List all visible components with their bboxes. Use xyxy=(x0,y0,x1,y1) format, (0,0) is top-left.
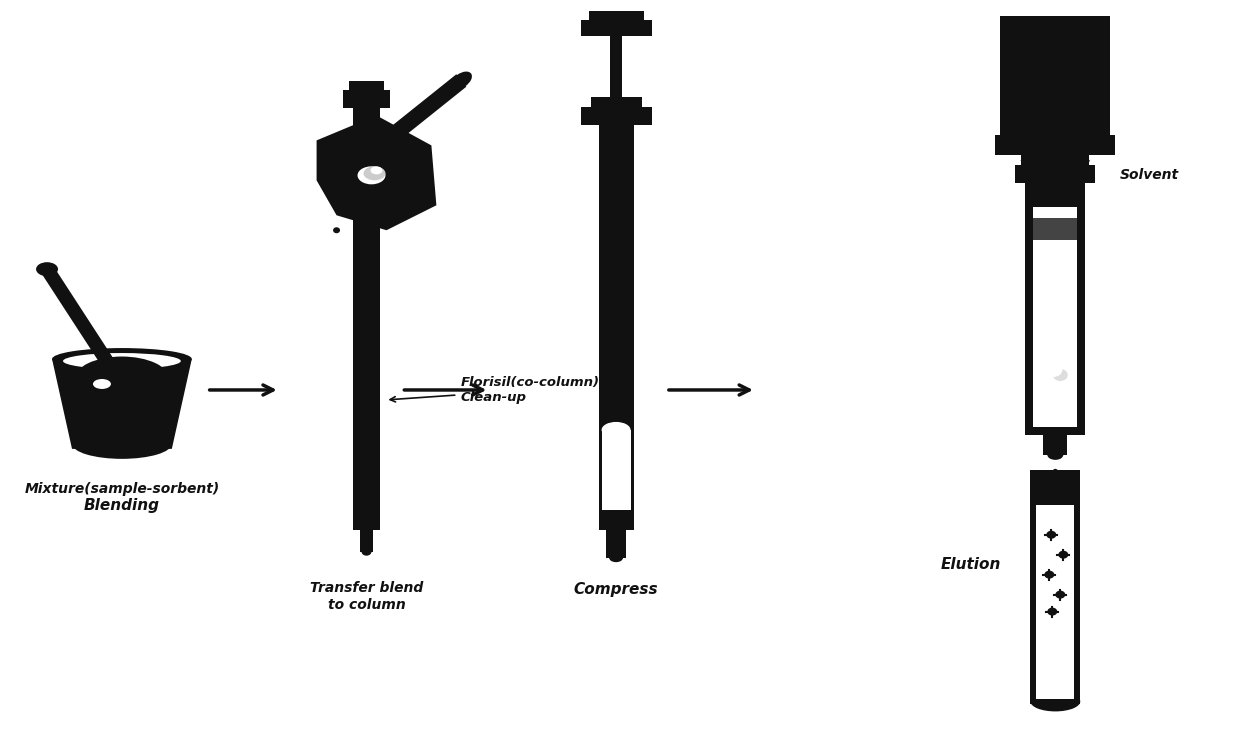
Polygon shape xyxy=(41,265,118,373)
Ellipse shape xyxy=(609,554,622,562)
Bar xyxy=(1030,470,1080,704)
Text: Mixture(sample-sorbent): Mixture(sample-sorbent) xyxy=(25,482,219,496)
Polygon shape xyxy=(1021,160,1090,190)
Ellipse shape xyxy=(604,469,618,481)
Bar xyxy=(996,136,1115,155)
Ellipse shape xyxy=(1055,591,1065,598)
Text: Compress: Compress xyxy=(574,582,658,597)
Ellipse shape xyxy=(104,364,120,374)
Bar xyxy=(1037,505,1074,700)
Ellipse shape xyxy=(363,166,386,181)
Bar xyxy=(1001,16,1110,140)
Text: Elution: Elution xyxy=(940,557,1001,572)
Bar xyxy=(610,33,622,97)
Text: to column: to column xyxy=(327,598,405,612)
Text: Solvent: Solvent xyxy=(1120,169,1179,182)
Bar xyxy=(1033,218,1078,240)
Ellipse shape xyxy=(1044,571,1054,579)
Bar xyxy=(582,19,652,36)
Ellipse shape xyxy=(74,357,170,401)
Bar xyxy=(352,100,381,530)
Bar xyxy=(1043,433,1068,455)
Ellipse shape xyxy=(348,212,355,218)
Ellipse shape xyxy=(1048,607,1058,616)
Text: Blending: Blending xyxy=(84,498,160,513)
Bar xyxy=(591,97,642,107)
Bar xyxy=(1033,207,1078,427)
Bar xyxy=(360,528,373,552)
Ellipse shape xyxy=(1039,346,1061,364)
Ellipse shape xyxy=(450,72,472,89)
Ellipse shape xyxy=(601,422,631,438)
Ellipse shape xyxy=(361,220,368,226)
Ellipse shape xyxy=(63,353,181,369)
Ellipse shape xyxy=(357,166,386,184)
Ellipse shape xyxy=(52,348,192,370)
Ellipse shape xyxy=(371,166,382,175)
Ellipse shape xyxy=(1053,369,1068,381)
Bar xyxy=(1043,188,1068,220)
Bar xyxy=(1037,660,1074,700)
Bar xyxy=(599,115,634,530)
Ellipse shape xyxy=(93,379,110,389)
Bar xyxy=(589,10,644,19)
Bar xyxy=(348,80,384,91)
Ellipse shape xyxy=(334,227,340,233)
Bar xyxy=(1022,155,1089,166)
Ellipse shape xyxy=(362,548,372,556)
Bar xyxy=(1016,166,1095,184)
Ellipse shape xyxy=(1048,450,1064,460)
Ellipse shape xyxy=(1058,551,1069,559)
Ellipse shape xyxy=(355,237,362,243)
Ellipse shape xyxy=(368,207,374,213)
Text: Transfer blend: Transfer blend xyxy=(310,580,423,595)
Ellipse shape xyxy=(36,262,58,276)
Text: Florisil(co-column)
Clean-up: Florisil(co-column) Clean-up xyxy=(391,376,599,404)
Polygon shape xyxy=(382,74,466,147)
Ellipse shape xyxy=(72,429,172,459)
Polygon shape xyxy=(316,115,436,230)
Bar xyxy=(1025,175,1085,435)
Ellipse shape xyxy=(339,197,345,203)
Bar xyxy=(603,430,631,510)
Ellipse shape xyxy=(1044,363,1063,377)
Ellipse shape xyxy=(1052,469,1059,481)
Polygon shape xyxy=(52,359,192,449)
Bar xyxy=(342,91,391,109)
Ellipse shape xyxy=(1047,531,1056,539)
Bar xyxy=(606,528,626,558)
Bar xyxy=(582,107,652,125)
Ellipse shape xyxy=(1030,691,1080,712)
